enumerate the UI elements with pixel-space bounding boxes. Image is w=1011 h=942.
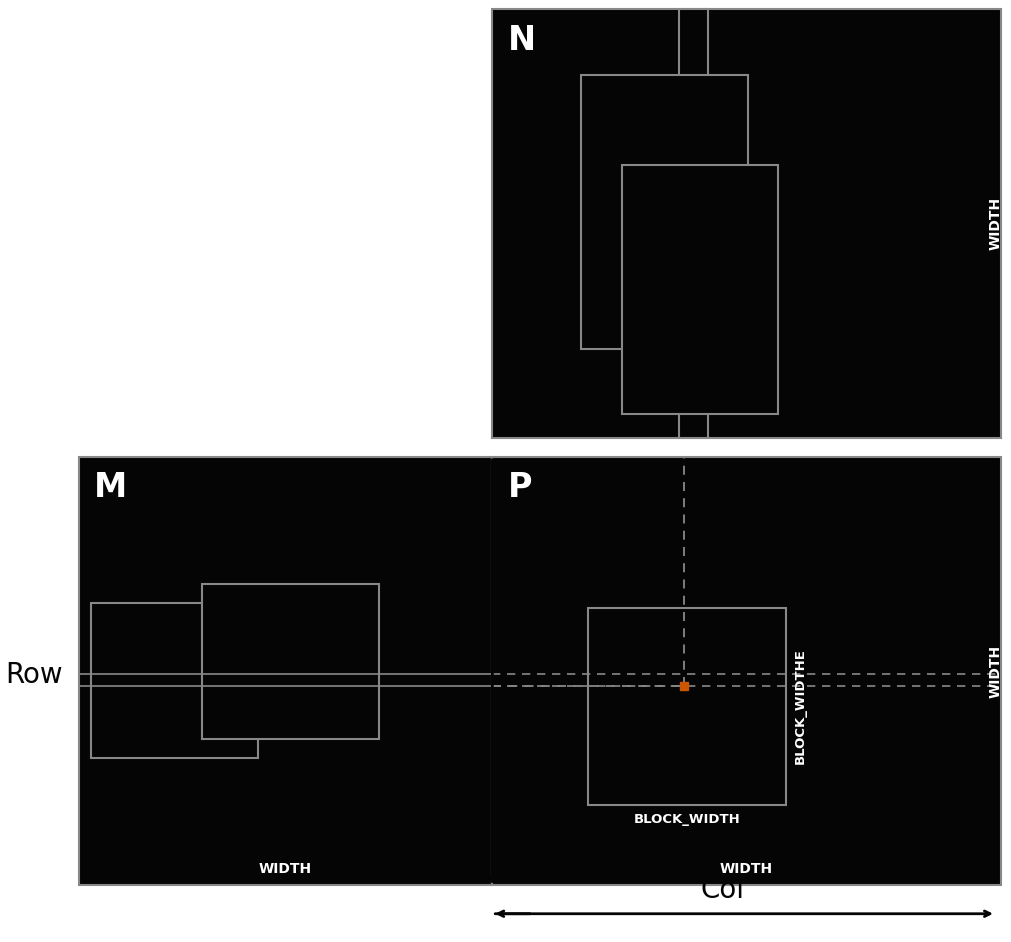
Text: WIDTH: WIDTH xyxy=(989,197,1003,251)
Bar xyxy=(492,9,1001,438)
Text: BLOCK_WIDTHE: BLOCK_WIDTHE xyxy=(794,648,807,765)
Bar xyxy=(581,75,748,349)
Text: N: N xyxy=(508,24,536,57)
Bar xyxy=(622,165,778,414)
Text: WIDTH: WIDTH xyxy=(989,644,1003,698)
Bar xyxy=(202,584,379,739)
Text: Col: Col xyxy=(701,876,745,904)
Text: WIDTH: WIDTH xyxy=(720,862,773,876)
Text: M: M xyxy=(94,471,127,504)
Bar xyxy=(588,608,786,805)
Text: WIDTH: WIDTH xyxy=(259,862,312,876)
Bar xyxy=(679,9,708,438)
Bar xyxy=(492,457,1001,885)
Bar xyxy=(91,603,258,758)
Text: P: P xyxy=(508,471,532,504)
Text: Row: Row xyxy=(5,661,63,690)
Text: BLOCK_WIDTH: BLOCK_WIDTH xyxy=(634,813,740,826)
Bar xyxy=(79,457,492,885)
